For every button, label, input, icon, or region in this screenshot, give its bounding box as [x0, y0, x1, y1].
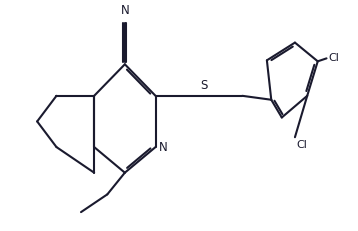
Text: Cl: Cl [328, 53, 339, 63]
Text: S: S [200, 79, 207, 92]
Text: Cl: Cl [296, 140, 308, 150]
Text: N: N [159, 140, 168, 154]
Text: N: N [121, 4, 129, 17]
